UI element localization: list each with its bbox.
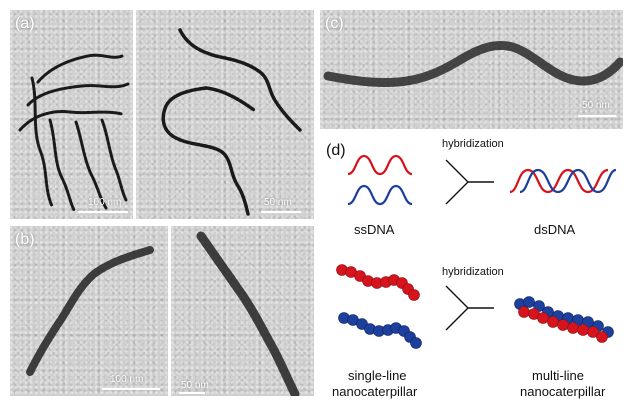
nanocaterpillar-strand-b-left — [26, 246, 154, 376]
micrograph-b-left: (b) 100 nm — [10, 226, 168, 396]
panel-label-d: (d) — [326, 142, 346, 159]
scale-label-a-right: 50 nm — [264, 197, 292, 208]
micrograph-b-right: 50 nm — [171, 226, 314, 396]
nanocaterpillar-strands-a-left — [18, 53, 130, 212]
micrograph-a-right: 50 nm — [136, 10, 314, 219]
scale-bar-c — [578, 115, 616, 117]
ssdna-label: ssDNA — [354, 222, 395, 237]
multi-line-label-1: multi-line — [532, 368, 585, 383]
scale-bar-a-right — [261, 211, 301, 213]
ssdna-strands — [347, 154, 413, 206]
scale-bar-a-left — [78, 211, 128, 213]
multi-line-nanocaterpillar — [514, 296, 614, 343]
hybridization-label-bottom: hybridization — [442, 266, 504, 278]
nanocaterpillar-strand-c — [323, 40, 623, 88]
micrograph-a-left: (a) 100 nm — [10, 10, 133, 219]
panel-label-c: (c) — [325, 15, 344, 32]
hybridization-label-top: hybridization — [442, 138, 504, 150]
nanocaterpillar-strand-a-right — [161, 28, 302, 216]
scale-label-b-right: 50 nm — [181, 380, 209, 391]
scale-bar-b-left — [102, 388, 160, 390]
scheme-d: (d) hybridization ssDNA dsDNA hybridizat… — [320, 132, 629, 403]
single-line-label-1: single-line — [348, 368, 407, 383]
scale-bar-b-right — [179, 392, 205, 394]
scale-label-c: 50 nm — [582, 100, 610, 111]
dsdna-helix — [509, 168, 617, 194]
dsdna-label: dsDNA — [534, 222, 576, 237]
micrograph-c: (c) 50 nm — [320, 10, 623, 129]
scale-label-b-left: 100 nm — [110, 374, 144, 385]
multi-line-label-2: nanocaterpillar — [520, 384, 606, 399]
single-line-nanocaterpillars — [336, 264, 422, 349]
panel-label-b: (b) — [15, 231, 35, 248]
single-line-label-2: nanocaterpillar — [332, 384, 418, 399]
merge-arrow-top — [445, 159, 494, 205]
merge-arrow-bottom — [445, 285, 494, 331]
panel-label-a: (a) — [15, 15, 35, 32]
nanocaterpillar-strand-b-right — [196, 231, 300, 396]
scale-label-a-left: 100 nm — [88, 197, 122, 208]
